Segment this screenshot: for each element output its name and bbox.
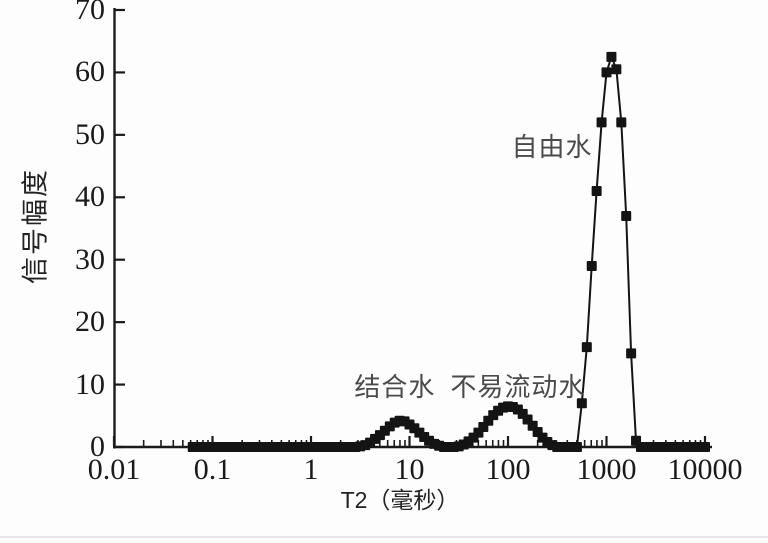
x-tick-label: 0.01 — [87, 453, 141, 486]
series-marker — [576, 398, 587, 409]
x-tick-label: 1000 — [576, 453, 637, 486]
x-tick-label: 1 — [303, 453, 319, 486]
series-marker — [586, 260, 597, 271]
series-marker — [591, 186, 602, 197]
series-marker — [626, 348, 637, 359]
series-line — [192, 55, 705, 448]
series-marker — [606, 51, 617, 62]
series-marker — [596, 117, 607, 128]
y-tick-label: 10 — [75, 367, 105, 401]
x-tick-label: 0.1 — [193, 453, 232, 486]
x-tick-label: 10000 — [667, 453, 743, 486]
y-tick-label: 0 — [90, 430, 105, 463]
y-axis-title: 信号幅度 — [20, 168, 51, 284]
annotation-capillary-water: 不易流动水 — [450, 372, 586, 403]
series-marker — [616, 117, 627, 128]
series-marker — [621, 211, 632, 222]
y-tick-label: 40 — [75, 180, 105, 214]
x-tick-label: 100 — [485, 453, 531, 486]
series-marker — [581, 342, 592, 353]
y-tick-label: 70 — [75, 0, 105, 26]
series-marker — [601, 67, 612, 78]
annotation-free-water: 自由水 — [511, 132, 593, 163]
series-marker — [700, 442, 710, 452]
page-bottom-divider — [0, 536, 768, 538]
series-marker — [571, 442, 582, 452]
series-marker — [611, 64, 622, 75]
x-axis-title: T2（毫秒） — [340, 487, 460, 513]
y-tick-label: 60 — [75, 55, 105, 89]
x-tick-label: 10 — [394, 453, 425, 486]
y-tick-label: 50 — [75, 117, 105, 151]
y-tick-label: 30 — [75, 242, 105, 276]
y-tick-label: 20 — [75, 305, 105, 339]
annotation-bound-water: 结合水 — [354, 372, 436, 403]
